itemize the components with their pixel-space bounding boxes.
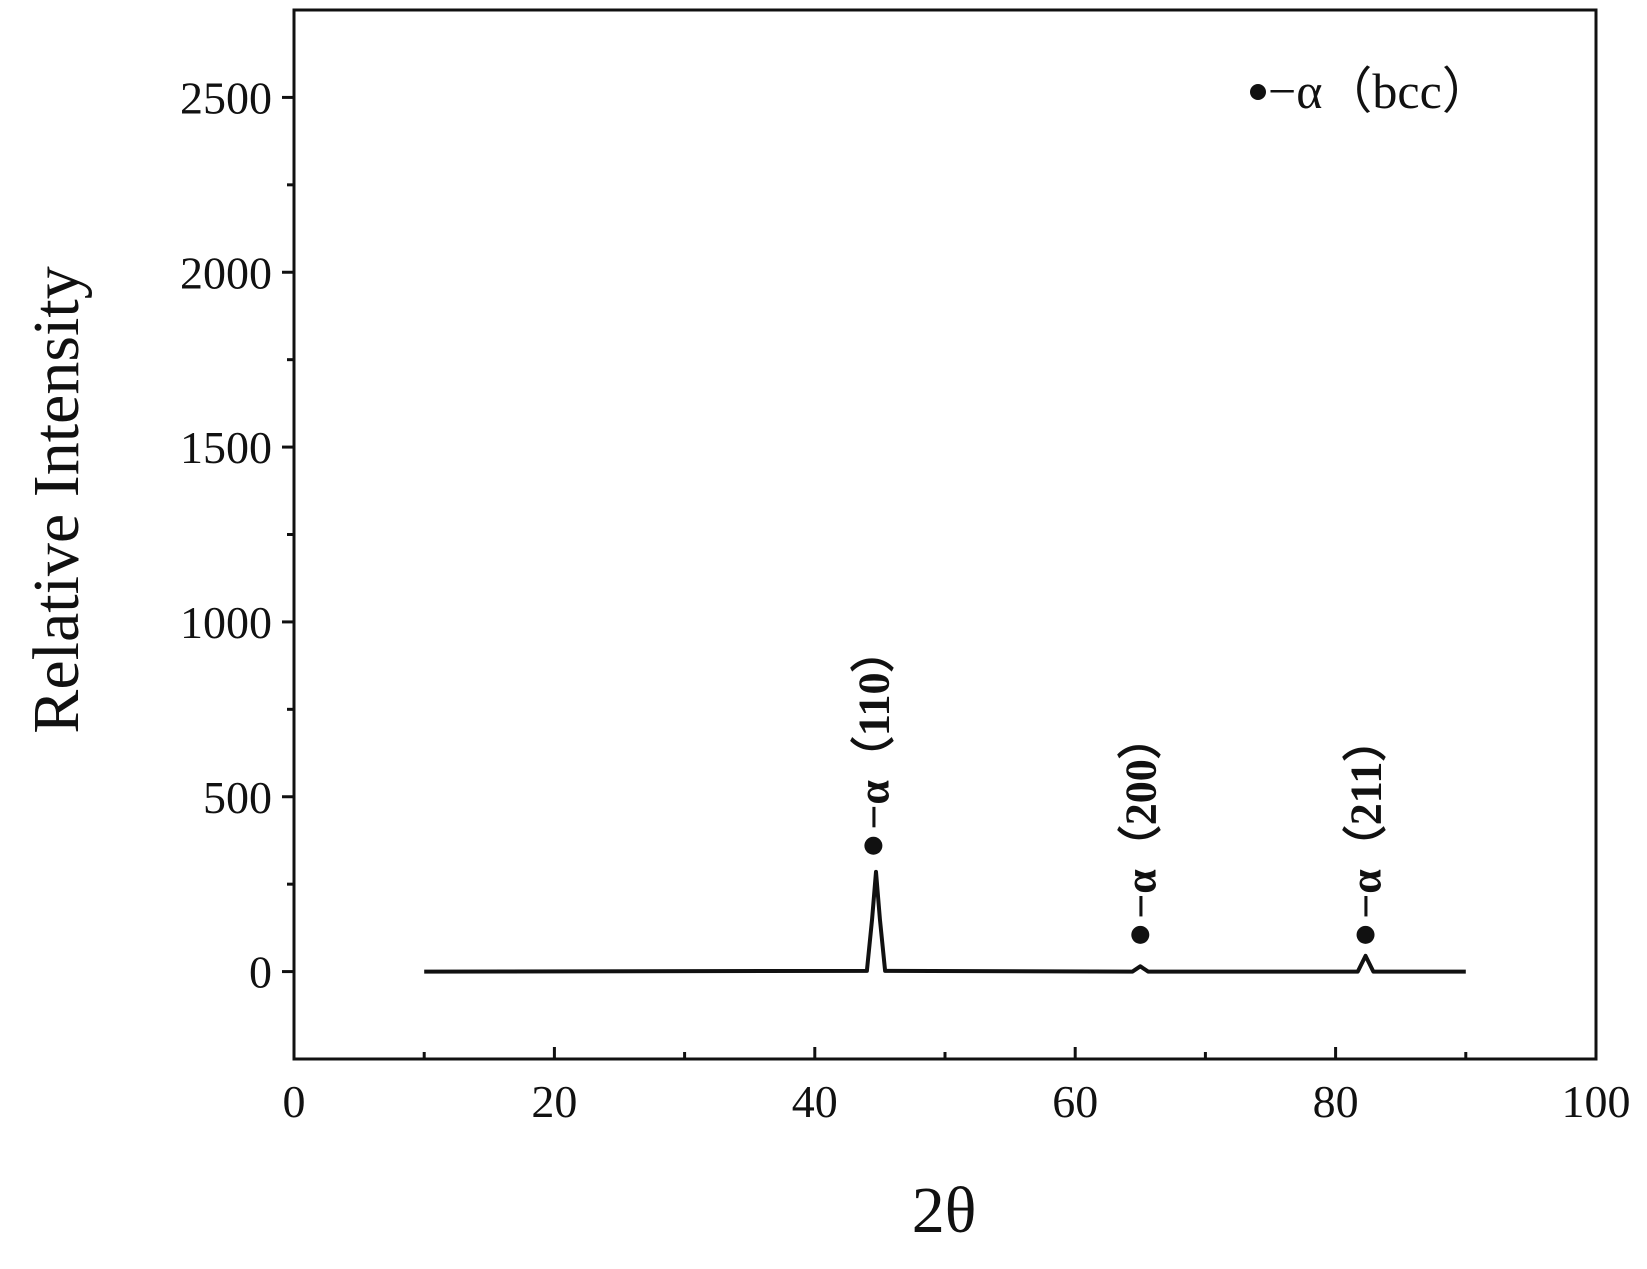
y-tick-label: 2500: [180, 72, 272, 123]
y-tick-label: 1500: [180, 422, 272, 473]
y-tick-label: 1000: [180, 597, 272, 648]
y-tick-label: 500: [203, 772, 272, 823]
peak-label: −α（200）: [1116, 715, 1165, 919]
x-tick-label: 80: [1313, 1076, 1359, 1127]
y-tick-label: 0: [249, 947, 272, 998]
x-tick-label: 40: [792, 1076, 838, 1127]
peak-marker: [1356, 925, 1375, 944]
peak-marker: [1131, 925, 1150, 944]
peak-marker: [864, 836, 883, 855]
peak-label: −α（110）: [849, 629, 898, 830]
y-axis-title: Relative Intensity: [20, 266, 93, 733]
legend-label: −α（bcc）: [1268, 63, 1492, 119]
x-tick-label: 20: [531, 1076, 577, 1127]
x-tick-label: 60: [1052, 1076, 1098, 1127]
y-tick-label: 2000: [180, 247, 272, 298]
x-axis-title: 2θ: [912, 1174, 977, 1247]
data-line: [424, 869, 1466, 974]
x-tick-label: 0: [283, 1076, 306, 1127]
legend-marker: [1250, 84, 1266, 100]
plot-frame: [292, 8, 1598, 1061]
x-tick-label: 100: [1562, 1076, 1631, 1127]
peak-label: −α（211）: [1342, 718, 1391, 919]
